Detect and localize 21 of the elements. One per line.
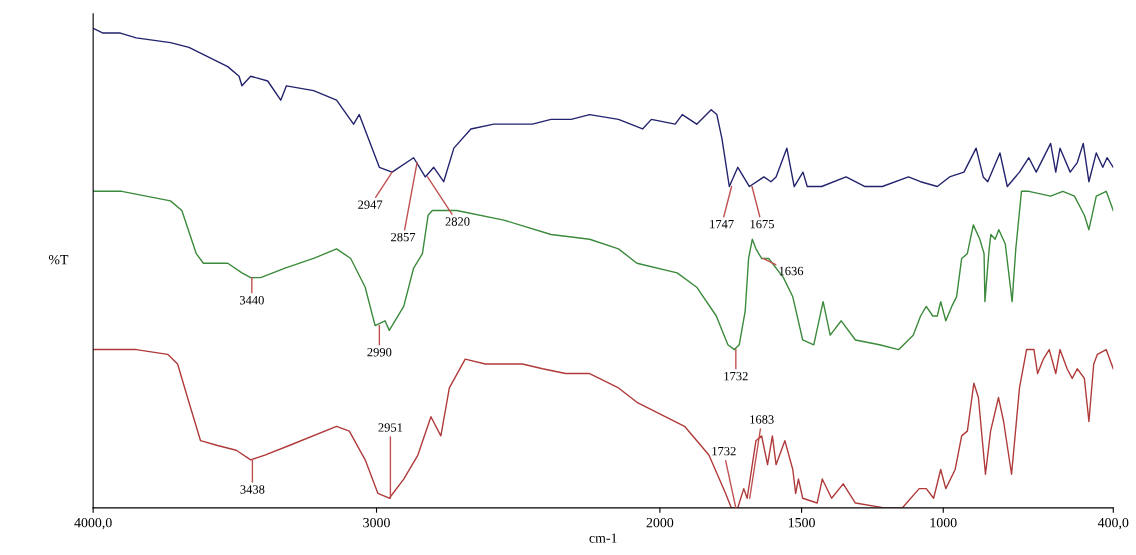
annotation: 2951 (378, 423, 403, 432)
annotation: 1636 (779, 266, 804, 276)
annotation: 1675 (750, 219, 774, 229)
x-tick-label: 2000 (646, 517, 674, 528)
annotation: 2820 (445, 217, 470, 226)
x-tick-label: 4000,0 (74, 517, 112, 530)
annotation: 1732 (724, 371, 748, 381)
annotation: 1732 (712, 446, 736, 456)
x-tick-label: 3000 (363, 517, 390, 528)
annotation: 1683 (750, 415, 774, 424)
x-tick-label: 400,0 (1097, 517, 1129, 530)
annotation: 2857 (391, 232, 416, 242)
annotation: 2990 (367, 347, 392, 357)
x-tick-label: 1500 (788, 517, 815, 528)
annotation: 2947 (358, 200, 383, 209)
x-axis-title: cm-1 (589, 533, 617, 543)
annotation: 1747 (710, 219, 734, 229)
annotation: 3440 (239, 296, 264, 305)
annotation: 3438 (240, 485, 265, 494)
y-axis-title: %T (48, 254, 69, 265)
x-tick-label: 1000 (930, 517, 957, 528)
